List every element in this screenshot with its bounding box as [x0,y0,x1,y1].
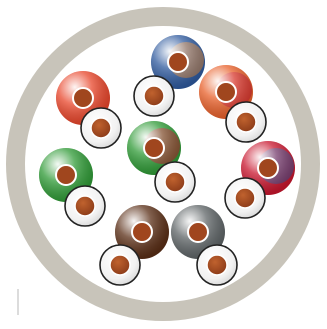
copper-core [143,85,165,107]
copper-core [167,51,189,73]
copper-core [55,164,77,186]
wire-pair-pair-green-white [39,148,106,227]
copper-core [131,221,153,243]
wire-pair-pair-blue [133,35,205,117]
copper-core [187,221,209,243]
copper-core [74,195,96,217]
copper-core [257,157,279,179]
copper-core [235,111,257,133]
copper-core [90,117,112,139]
copper-core [206,254,228,276]
copper-core [215,81,237,103]
brand-logo-icon [12,287,43,318]
copper-core [143,137,165,159]
copper-core [109,254,131,276]
copper-core [72,87,94,109]
wire-pair-pair-grey [171,205,238,286]
wire-pair-pair-red-white [56,71,122,149]
wire-pair-pair-red-blue [224,141,295,219]
wire-pair-pair-green [127,121,196,203]
wire-pair-pair-brown [99,205,169,286]
copper-core [234,187,256,209]
wire-pair-pair-orange [199,65,267,143]
copper-core [164,171,186,193]
wire-pairs [39,35,295,286]
